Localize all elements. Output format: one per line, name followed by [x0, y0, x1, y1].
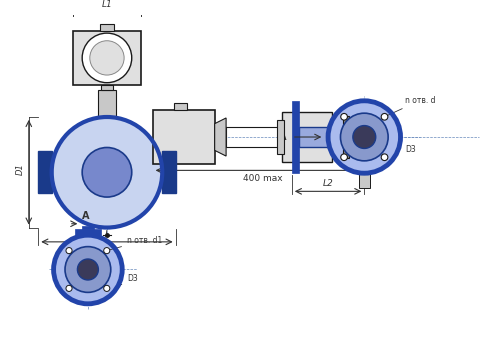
Circle shape [104, 285, 110, 292]
Text: H: H [384, 133, 391, 141]
Bar [162, 151, 175, 193]
Bar [38, 151, 52, 193]
Circle shape [78, 259, 98, 280]
Bar [292, 101, 300, 173]
Text: n отв. d1: n отв. d1 [109, 236, 162, 250]
Circle shape [82, 147, 132, 197]
Bar [98, 90, 115, 117]
Circle shape [90, 41, 124, 75]
Circle shape [54, 235, 122, 304]
Bar [153, 110, 215, 164]
Text: L1: L1 [101, 0, 112, 9]
Bar [300, 127, 328, 147]
Bar [359, 173, 370, 189]
Bar [82, 226, 93, 230]
Bar [277, 120, 284, 154]
Text: L2: L2 [323, 180, 333, 189]
Circle shape [340, 113, 388, 161]
Circle shape [328, 101, 401, 173]
Polygon shape [215, 118, 226, 156]
Text: n отв. d: n отв. d [387, 96, 436, 116]
Text: L: L [104, 230, 109, 239]
Bar [351, 117, 372, 157]
Circle shape [104, 247, 110, 254]
Bar [73, 31, 141, 85]
Text: D3: D3 [120, 274, 138, 285]
Bar [173, 103, 187, 110]
Circle shape [381, 154, 388, 161]
Text: 400 max: 400 max [243, 174, 282, 183]
Circle shape [82, 33, 132, 83]
Bar [100, 23, 114, 31]
Text: A: A [82, 211, 90, 221]
Bar [101, 85, 113, 90]
Bar [282, 112, 332, 162]
Bar [332, 130, 343, 145]
Circle shape [341, 113, 347, 120]
Bar [75, 230, 101, 235]
Circle shape [381, 113, 388, 120]
Text: D3: D3 [398, 145, 416, 154]
Text: A: A [279, 132, 286, 142]
Circle shape [66, 285, 72, 292]
Circle shape [65, 247, 111, 292]
Bar [343, 116, 349, 158]
Circle shape [66, 247, 72, 254]
Circle shape [52, 117, 162, 228]
Circle shape [353, 126, 376, 148]
Text: D1: D1 [16, 163, 25, 175]
Circle shape [341, 154, 347, 161]
